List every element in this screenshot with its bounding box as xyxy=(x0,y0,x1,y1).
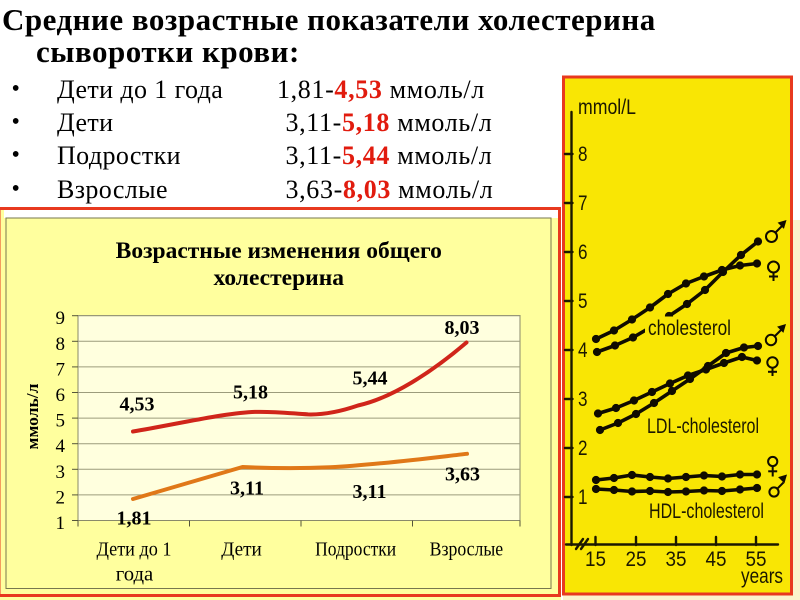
svg-text:3,11: 3,11 xyxy=(230,478,264,500)
svg-text:9: 9 xyxy=(56,308,66,329)
svg-text:5,18: 5,18 xyxy=(233,382,268,404)
svg-text:3,63: 3,63 xyxy=(445,464,480,486)
svg-text:3,11: 3,11 xyxy=(353,481,387,503)
svg-text:8: 8 xyxy=(578,143,588,166)
svg-text:Взрослые: Взрослые xyxy=(430,539,504,561)
svg-text:6: 6 xyxy=(578,241,588,264)
svg-text:года: года xyxy=(116,564,154,586)
svg-text:Дети: Дети xyxy=(221,539,262,561)
svg-text:1: 1 xyxy=(578,486,588,509)
svg-text:8,03: 8,03 xyxy=(445,317,480,339)
svg-text:4,53: 4,53 xyxy=(120,394,155,416)
svg-text:years: years xyxy=(741,565,783,588)
svg-text:7: 7 xyxy=(56,359,66,380)
svg-text:HDL-cholesterol: HDL-cholesterol xyxy=(649,500,764,523)
svg-text:5: 5 xyxy=(56,411,66,432)
svg-text:Подростки: Подростки xyxy=(315,539,396,561)
svg-text:25: 25 xyxy=(626,548,647,571)
svg-text:5: 5 xyxy=(578,290,588,313)
svg-text:4: 4 xyxy=(56,436,66,457)
svg-text:LDL-cholesterol: LDL-cholesterol xyxy=(647,415,759,438)
svg-text:ммоль/л: ммоль/л xyxy=(23,383,42,449)
svg-text:3: 3 xyxy=(578,388,588,411)
svg-text:8: 8 xyxy=(56,334,66,355)
svg-text:1: 1 xyxy=(56,513,66,534)
svg-text:6: 6 xyxy=(56,385,66,406)
svg-text:45: 45 xyxy=(706,548,727,571)
svg-text:4: 4 xyxy=(578,339,588,362)
svg-text:5,44: 5,44 xyxy=(353,368,388,390)
svg-text:3: 3 xyxy=(56,462,66,483)
svg-text:35: 35 xyxy=(666,548,687,571)
svg-text:7: 7 xyxy=(578,192,588,215)
svg-text:cholesterol: cholesterol xyxy=(648,317,731,340)
svg-text:2: 2 xyxy=(578,437,588,460)
svg-text:Дети до 1: Дети до 1 xyxy=(97,539,172,561)
svg-text:холестерина: холестерина xyxy=(213,265,344,291)
svg-text:Возрастные изменения общего: Возрастные изменения общего xyxy=(116,238,442,264)
svg-text:1,81: 1,81 xyxy=(117,508,152,530)
svg-text:2: 2 xyxy=(56,487,66,508)
svg-text:mmol/L: mmol/L xyxy=(578,96,636,119)
svg-text:15: 15 xyxy=(585,548,606,571)
svg-text:55: 55 xyxy=(746,548,767,571)
